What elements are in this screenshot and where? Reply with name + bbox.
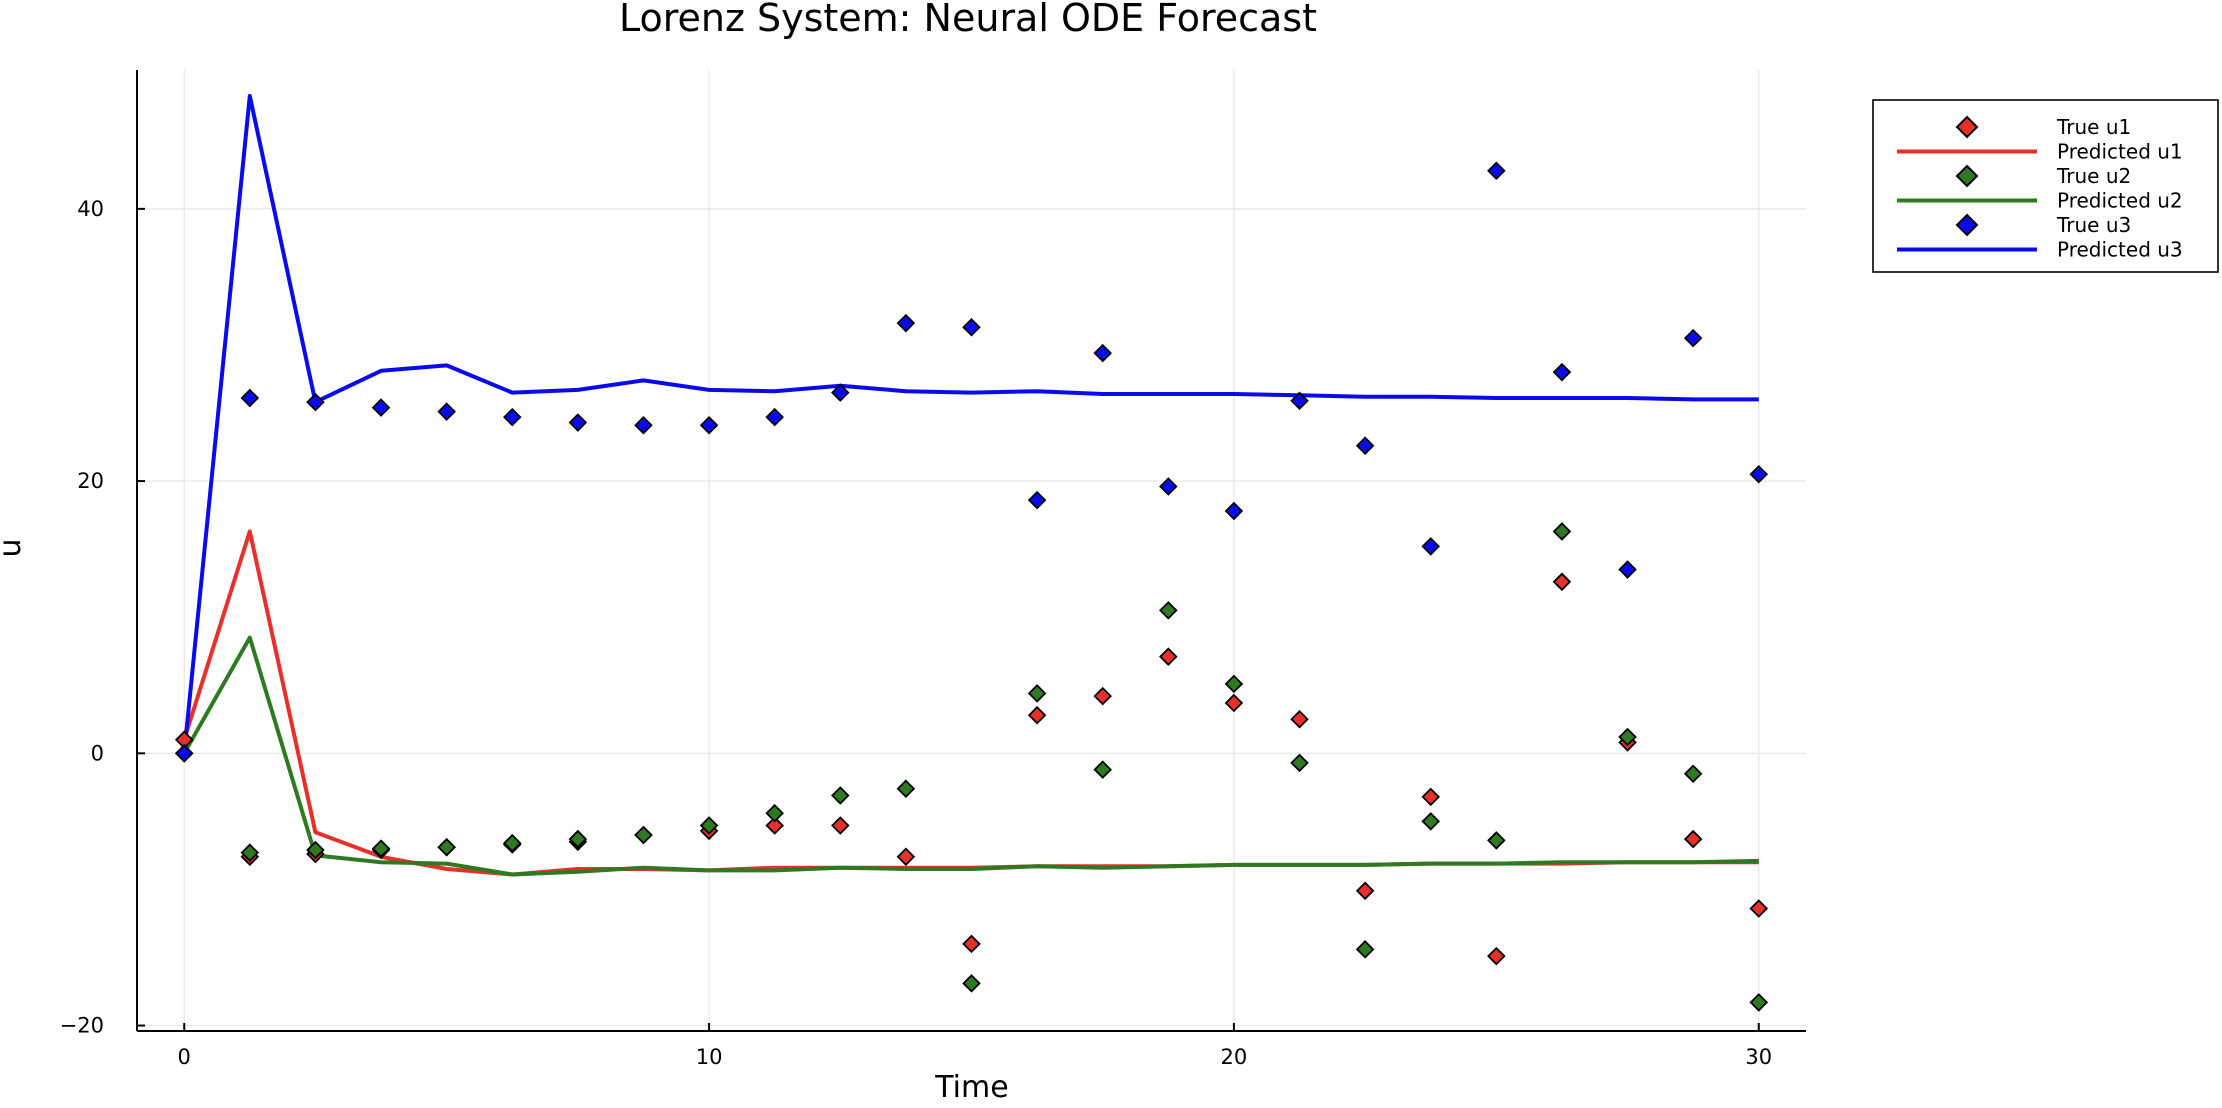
true-u3-point	[765, 407, 784, 427]
true-u3-point	[371, 398, 391, 417]
legend-box	[1872, 99, 2219, 273]
true-u3-point	[1487, 161, 1506, 181]
true-u3-point	[634, 415, 653, 435]
true-u2-point	[1421, 812, 1441, 831]
x-tick-label: 0	[178, 1045, 191, 1069]
true-u3-point	[896, 313, 916, 333]
y-axis-label: u	[0, 538, 28, 557]
true-u2-point	[437, 837, 456, 857]
true-u2-point	[371, 839, 391, 858]
true-u2-point	[962, 974, 981, 993]
axes-layer: 0 10 20 30 −20 0 20 40	[60, 70, 1806, 1069]
true-u2-point	[1290, 753, 1309, 773]
true-u1-point	[1749, 899, 1769, 918]
true-u1-point	[962, 934, 981, 954]
true-u3-point	[568, 413, 588, 432]
true-u2-point	[1093, 760, 1112, 779]
true-u1-point	[765, 816, 784, 835]
true-u2-point	[1487, 831, 1506, 850]
legend-true-u2-swatch	[1955, 164, 1979, 188]
true-u1-point	[1421, 787, 1441, 807]
true-u1-point	[1487, 946, 1506, 966]
true-u2-point	[1224, 674, 1244, 694]
chart-title: Lorenz System: Neural ODE Forecast	[619, 0, 1317, 40]
true-u2-point	[634, 825, 653, 845]
true-u3-point	[502, 407, 522, 427]
true-u2-point	[1159, 601, 1178, 620]
legend-predicted-u3-label: Predicted u3	[2057, 238, 2183, 262]
true-u3-point	[1421, 537, 1441, 556]
true-u2-point	[699, 816, 719, 835]
true-u2-point	[240, 843, 260, 862]
y-tick-label: 0	[91, 741, 104, 765]
true-u1-point	[831, 816, 850, 835]
legend-true-u1-label: True u1	[2056, 115, 2131, 139]
true-u2-point	[568, 829, 588, 849]
true-u2-point	[502, 833, 522, 853]
true-u3-point	[174, 744, 194, 763]
true-u3-point	[437, 402, 456, 421]
legend-true-u1-swatch	[1955, 115, 1979, 139]
true-u2-point	[306, 840, 325, 860]
true-u1-point	[1552, 572, 1572, 592]
x-axis-label: Time	[934, 1070, 1008, 1105]
legend-predicted-u1-label: Predicted u1	[2057, 140, 2183, 164]
true-u3-point	[962, 317, 981, 337]
true-u3-point	[1159, 477, 1178, 496]
legend-true-u3-label: True u3	[2056, 213, 2131, 237]
true-u1-point	[1683, 829, 1703, 849]
true-u2-point	[765, 803, 784, 823]
series-lines	[182, 93, 1759, 877]
grid-layer	[137, 70, 1806, 1031]
true-u3-point	[1552, 362, 1572, 382]
true-u2-point	[1027, 684, 1047, 703]
true-u3-point	[1618, 560, 1637, 579]
true-u1-point	[1159, 647, 1178, 666]
true-u3-point	[1749, 465, 1769, 484]
true-u3-point	[240, 388, 260, 408]
x-tick-label: 30	[1745, 1045, 1772, 1069]
true-u1-point	[896, 847, 916, 867]
true-u2-point	[1355, 940, 1375, 959]
true-u3-point	[1027, 490, 1047, 510]
predicted-u3-line	[182, 93, 1759, 754]
true-u1-point	[1027, 705, 1047, 725]
true-u3-point	[1224, 501, 1244, 521]
legend-true-u2-label: True u2	[2056, 164, 2131, 188]
true-u2-point	[831, 786, 850, 805]
y-tick-label: −20	[60, 1014, 104, 1038]
legend-true-u3-swatch	[1955, 213, 1979, 237]
true-u3-point	[699, 415, 719, 435]
true-u3-point	[1290, 391, 1309, 411]
y-tick-label: 40	[77, 197, 104, 221]
true-u3-point	[831, 383, 850, 402]
true-u3-point	[306, 392, 325, 412]
true-u1-point	[1355, 881, 1375, 901]
true-u2-point	[1552, 522, 1572, 541]
y-tick-label: 20	[77, 469, 104, 493]
predicted-u2-line	[182, 635, 1759, 877]
true-u2-point	[1618, 727, 1637, 747]
x-tick-label: 10	[696, 1045, 723, 1069]
true-u1-point	[1224, 693, 1244, 713]
true-u1-point	[1093, 686, 1112, 706]
true-u2-point	[1683, 764, 1703, 784]
true-u3-point	[1093, 343, 1112, 363]
true-u2-point	[896, 779, 916, 798]
true-u2-point	[1749, 993, 1769, 1012]
x-tick-label: 20	[1221, 1045, 1248, 1069]
true-u3-point	[1355, 436, 1375, 455]
true-u1-point	[1290, 710, 1309, 729]
true-u3-point	[1683, 328, 1703, 348]
legend-predicted-u2-label: Predicted u2	[2057, 189, 2183, 213]
series-points	[174, 161, 1769, 1012]
predicted-u1-line	[182, 529, 1759, 877]
